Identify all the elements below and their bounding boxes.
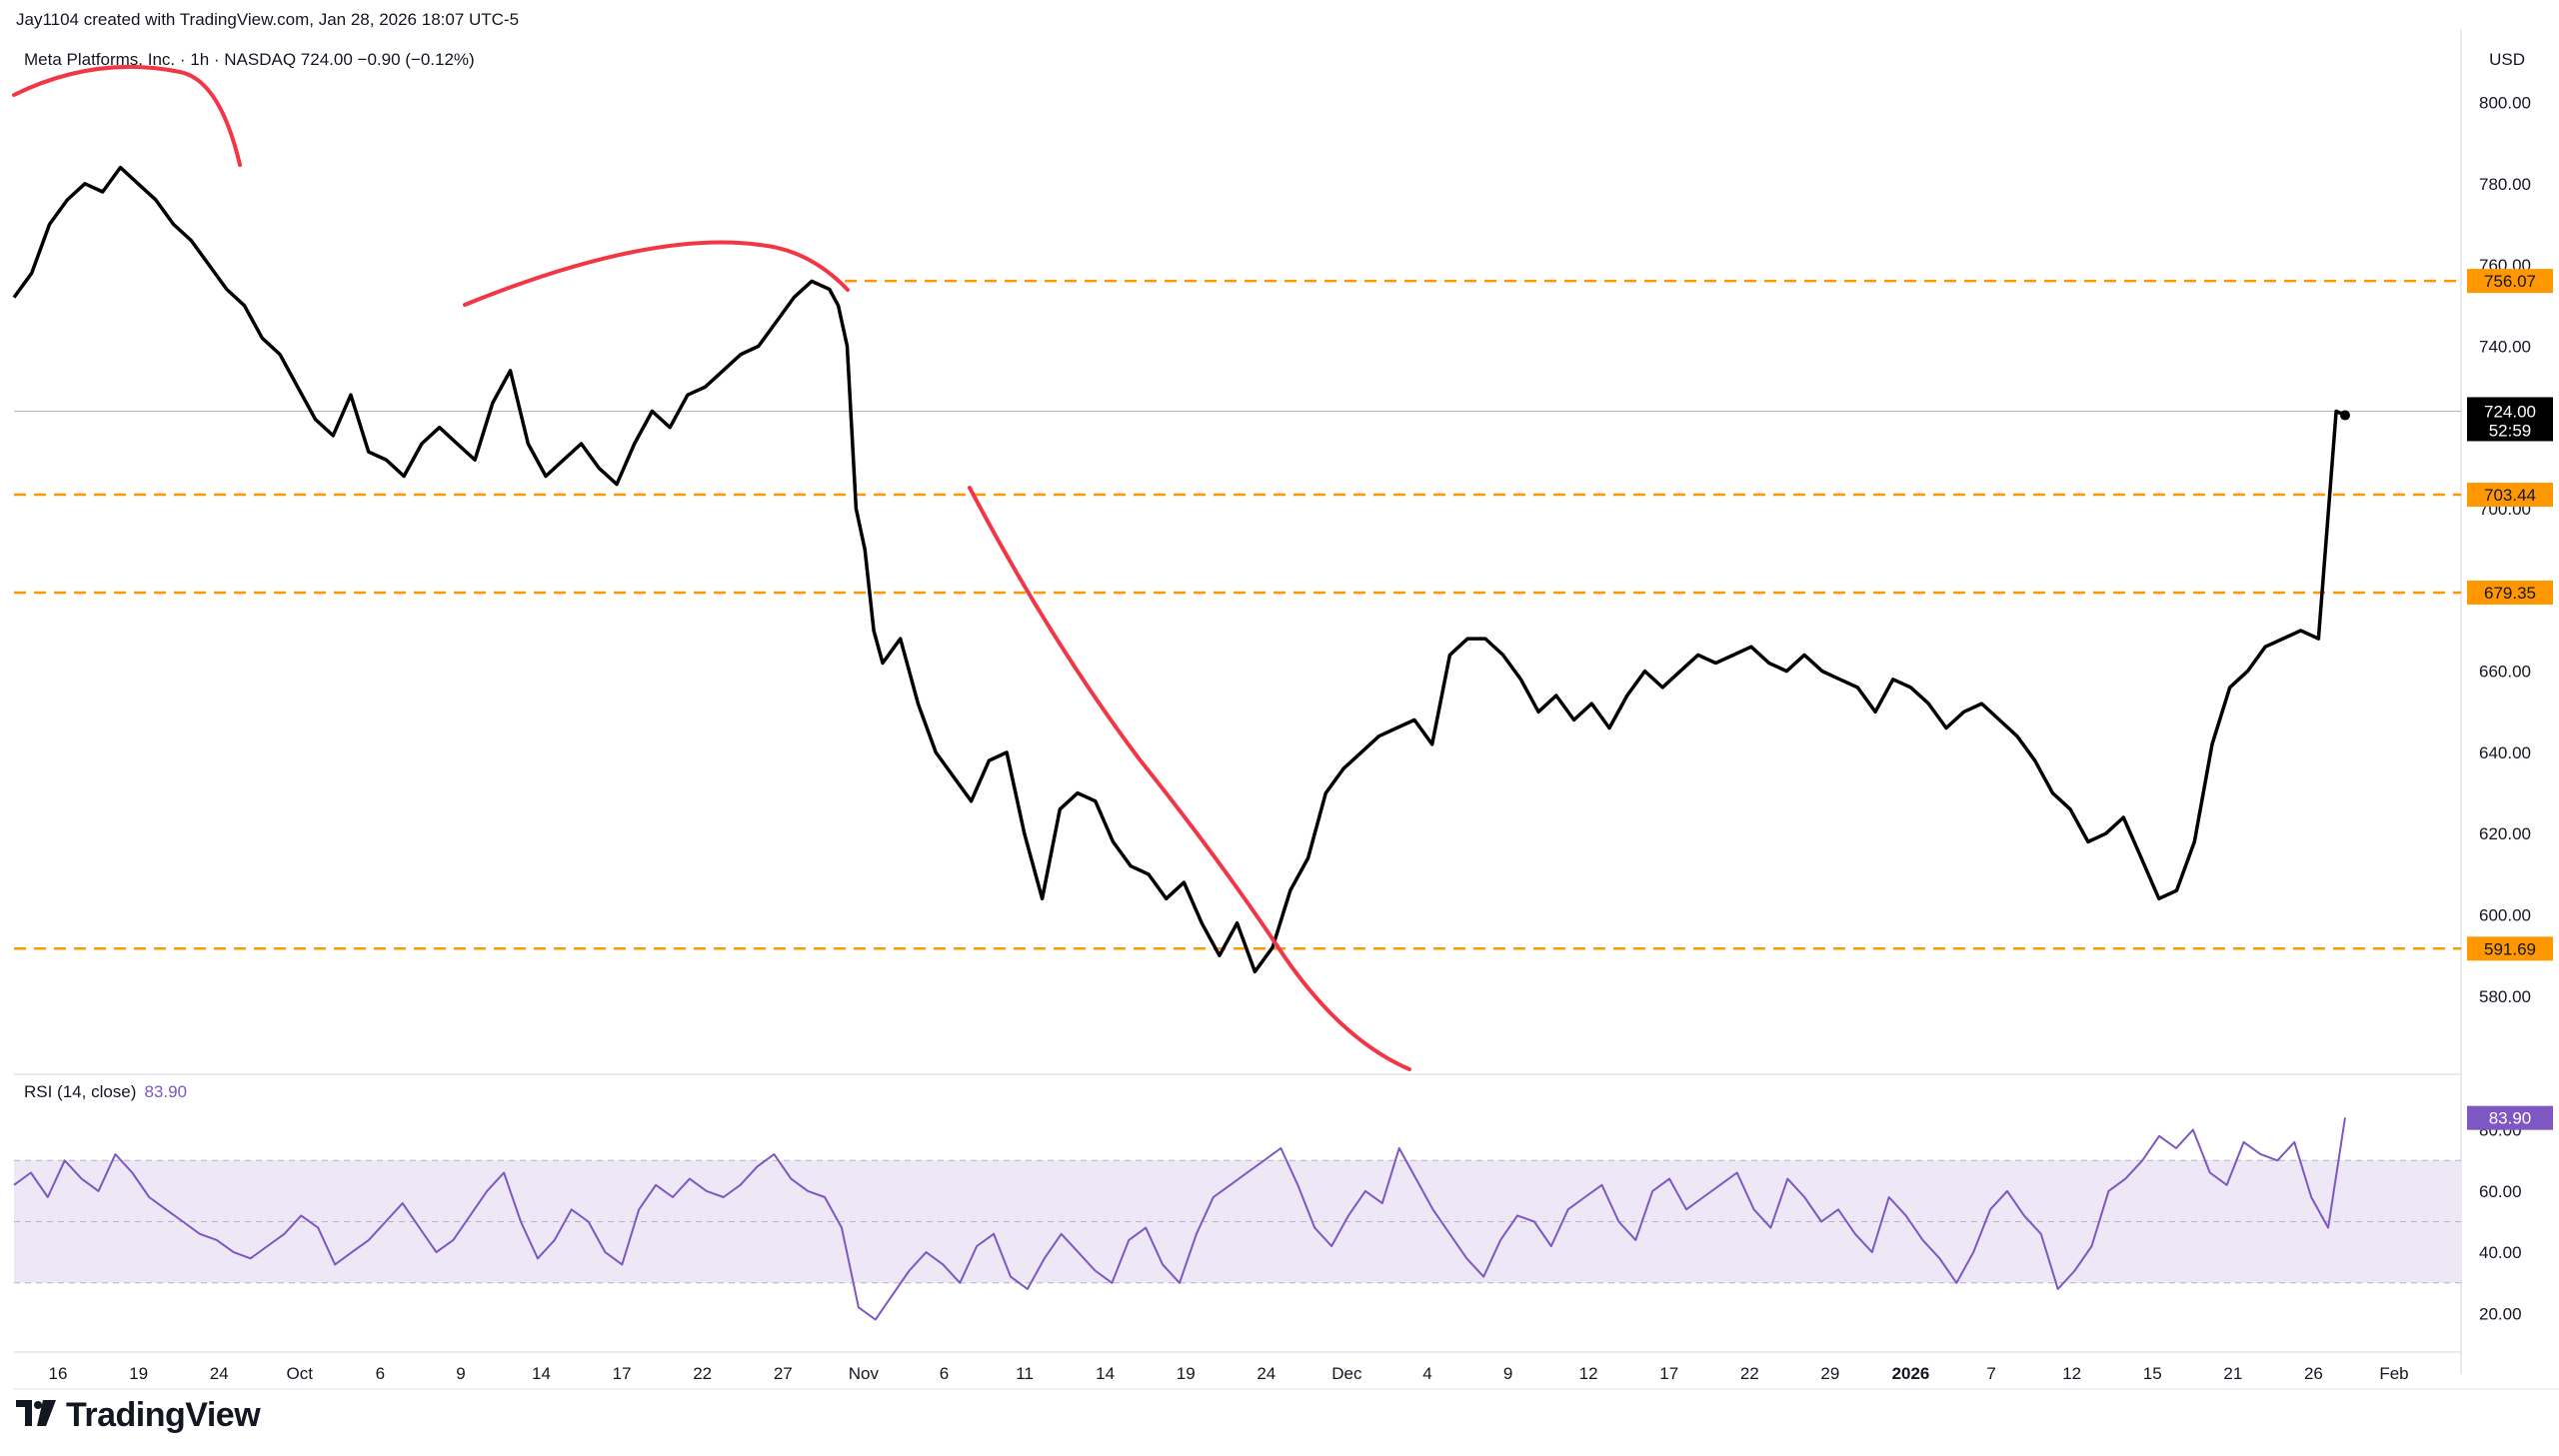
time-tick-label: 15: [2143, 1364, 2162, 1383]
time-tick-label: 24: [210, 1364, 229, 1383]
time-tick-label: 17: [1659, 1364, 1678, 1383]
last-price-dot: [2340, 410, 2350, 421]
time-tick-label: 24: [1257, 1364, 1276, 1383]
time-tick-label: 27: [774, 1364, 793, 1383]
time-tick-label: 4: [1422, 1364, 1431, 1383]
time-tick-label: Oct: [287, 1364, 314, 1383]
level-price-text: 703.44: [2484, 486, 2536, 505]
price-tick-label: 780.00: [2479, 175, 2531, 194]
time-tick-label: 14: [532, 1364, 551, 1383]
rsi-value-tag: [2467, 1105, 2553, 1130]
time-tick-label: 29: [1820, 1364, 1839, 1383]
price-tick-label: 660.00: [2479, 663, 2531, 682]
time-tick-label: 14: [1096, 1364, 1115, 1383]
level-price-text: 591.69: [2484, 939, 2536, 958]
attribution-text: Jay1104 created with TradingView.com, Ja…: [16, 10, 520, 29]
level-price-tag: [2467, 269, 2553, 294]
rsi-legend-value: 83.90: [144, 1082, 187, 1101]
time-tick-label: 9: [456, 1364, 465, 1383]
price-tick-label: 620.00: [2479, 824, 2531, 843]
time-tick-label: 16: [49, 1364, 68, 1383]
tradingview-logo[interactable]: TradingView: [16, 1396, 261, 1435]
rsi-legend[interactable]: RSI (14, close) 83.90: [24, 1082, 187, 1102]
annotation-curve-1: [12, 64, 242, 167]
rsi-legend-title: RSI (14, close): [24, 1082, 137, 1101]
brand-name: TradingView: [66, 1396, 261, 1434]
rsi-tick-label: 60.00: [2479, 1182, 2522, 1201]
time-tick-label: 2026: [1892, 1364, 1930, 1383]
time-tick-label: 19: [129, 1364, 148, 1383]
currency-label[interactable]: USD: [2489, 50, 2525, 69]
last-price-countdown: 52:59: [2489, 421, 2532, 440]
rsi-line-series: [13, 1117, 2346, 1321]
time-tick-label: 12: [2062, 1364, 2081, 1383]
rsi-tick-label: 40.00: [2479, 1243, 2522, 1262]
time-tick-label: 6: [376, 1364, 385, 1383]
time-tick-label: Nov: [849, 1364, 880, 1383]
time-tick-label: 21: [2223, 1364, 2242, 1383]
tradingview-logo-icon: [16, 1396, 56, 1435]
last-price-value: 724.00: [2484, 402, 2536, 421]
level-price-text: 756.07: [2484, 272, 2536, 291]
symbol-legend[interactable]: Meta Platforms, Inc. · 1h · NASDAQ 724.0…: [24, 50, 475, 69]
level-price-tag: [2467, 483, 2553, 508]
price-tick-label: 580.00: [2479, 987, 2531, 1006]
time-tick-label: 22: [1740, 1364, 1759, 1383]
level-price-text: 679.35: [2484, 584, 2536, 603]
rsi-tick-label: 20.00: [2479, 1304, 2522, 1323]
time-tick-label: 6: [940, 1364, 949, 1383]
last-price-tag: [2467, 397, 2553, 442]
time-tick-label: Feb: [2379, 1364, 2408, 1383]
time-tick-label: 26: [2304, 1364, 2323, 1383]
time-tick-label: 7: [1986, 1364, 1995, 1383]
price-tick-label: 740.00: [2479, 337, 2531, 356]
price-tick-label: 800.00: [2479, 94, 2531, 113]
level-price-tag: [2467, 936, 2553, 961]
time-tick-label: 19: [1177, 1364, 1196, 1383]
level-price-tag: [2467, 580, 2553, 605]
time-tick-label: 9: [1503, 1364, 1512, 1383]
price-line-series: [12, 165, 2346, 974]
time-tick-label: 12: [1579, 1364, 1598, 1383]
time-tick-label: 17: [613, 1364, 632, 1383]
time-tick-label: 11: [1016, 1364, 1034, 1383]
time-tick-label: Dec: [1331, 1364, 1362, 1383]
price-tick-label: 600.00: [2479, 906, 2531, 925]
rsi-value-text: 83.90: [2489, 1109, 2532, 1128]
annotation-curve-3: [968, 486, 1411, 1071]
time-tick-label: 22: [693, 1364, 712, 1383]
annotation-curve-2: [463, 240, 850, 307]
price-tick-label: 640.00: [2479, 743, 2531, 762]
